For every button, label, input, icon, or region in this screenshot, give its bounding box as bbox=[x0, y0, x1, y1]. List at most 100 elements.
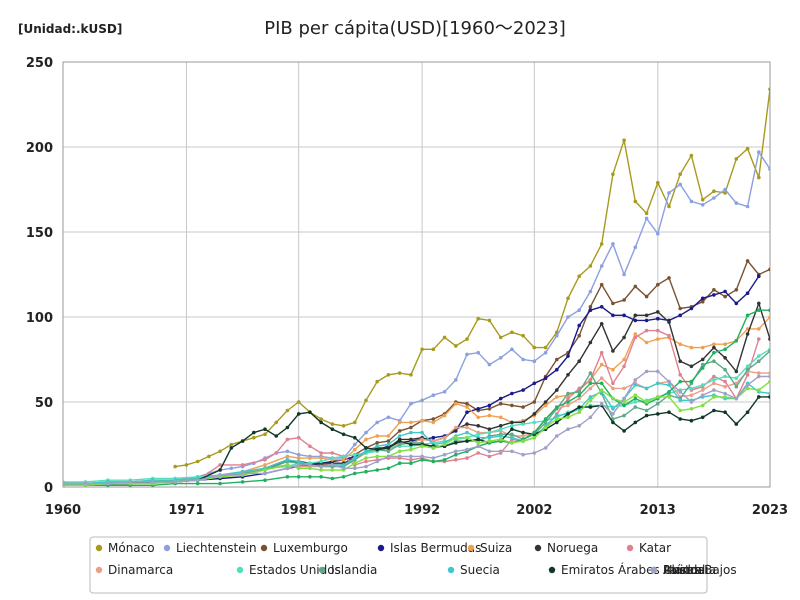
data-point bbox=[689, 400, 694, 404]
data-point bbox=[465, 425, 469, 430]
axes: 0 50 100 150 200 250 1960 1971 1981 1992 2002 2013 2… bbox=[26, 56, 788, 518]
series-Países Bajos bbox=[63, 379, 770, 488]
data-point bbox=[543, 425, 548, 430]
data-point bbox=[476, 407, 481, 411]
data-point bbox=[296, 466, 301, 471]
data-point bbox=[644, 211, 649, 216]
data-point bbox=[757, 175, 761, 180]
data-point bbox=[633, 318, 638, 323]
data-point bbox=[667, 320, 671, 324]
data-point bbox=[656, 328, 660, 333]
data-point bbox=[263, 458, 267, 462]
data-point bbox=[712, 378, 716, 382]
data-point bbox=[611, 242, 615, 246]
data-point bbox=[633, 400, 638, 404]
data-point bbox=[431, 417, 436, 421]
x-tick-label: 2023 bbox=[752, 503, 788, 518]
legend-label: Dinamarca bbox=[108, 563, 173, 577]
data-point bbox=[678, 373, 682, 377]
data-point bbox=[779, 77, 783, 81]
data-point bbox=[454, 425, 458, 430]
data-point bbox=[476, 444, 481, 449]
data-point bbox=[712, 196, 716, 200]
data-point bbox=[532, 400, 537, 404]
series-line bbox=[63, 381, 770, 486]
data-point bbox=[700, 299, 705, 304]
series-Islandia bbox=[63, 349, 770, 486]
data-point bbox=[498, 396, 503, 401]
data-point bbox=[431, 446, 436, 450]
data-point bbox=[510, 330, 514, 335]
data-point bbox=[375, 447, 380, 452]
data-point bbox=[420, 454, 424, 459]
data-point bbox=[353, 420, 357, 425]
data-point bbox=[734, 201, 739, 205]
data-point bbox=[611, 313, 615, 318]
data-point bbox=[633, 396, 638, 401]
data-point bbox=[229, 466, 234, 471]
data-point bbox=[734, 422, 739, 426]
data-point bbox=[397, 449, 402, 454]
legend-label: Islandia bbox=[331, 563, 377, 577]
data-point bbox=[543, 345, 548, 350]
data-point bbox=[330, 451, 335, 455]
data-point bbox=[63, 481, 65, 486]
data-point bbox=[510, 435, 514, 440]
data-point bbox=[510, 403, 514, 408]
grid bbox=[62, 61, 771, 488]
data-point bbox=[397, 429, 402, 433]
data-point bbox=[465, 352, 469, 357]
data-point bbox=[386, 373, 391, 377]
data-point bbox=[364, 437, 368, 442]
legend-marker bbox=[650, 566, 658, 574]
data-point bbox=[768, 315, 770, 319]
data-point bbox=[532, 451, 537, 455]
data-point bbox=[173, 464, 177, 469]
data-point bbox=[566, 391, 570, 396]
data-point bbox=[622, 400, 626, 404]
data-point bbox=[768, 349, 770, 353]
data-point bbox=[353, 435, 357, 440]
data-point bbox=[757, 327, 761, 331]
data-point bbox=[723, 367, 727, 372]
data-point bbox=[240, 439, 245, 443]
data-point bbox=[577, 308, 581, 313]
data-point bbox=[633, 313, 638, 318]
data-point bbox=[274, 451, 279, 455]
data-point bbox=[83, 481, 88, 486]
legend-marker bbox=[467, 544, 475, 552]
series-Suiza bbox=[63, 315, 770, 486]
data-point bbox=[622, 335, 626, 340]
series-line bbox=[63, 370, 770, 485]
data-point bbox=[476, 415, 481, 420]
data-point bbox=[656, 282, 660, 287]
data-point bbox=[532, 359, 537, 364]
data-point bbox=[487, 439, 492, 443]
data-point bbox=[409, 425, 413, 430]
data-point bbox=[521, 422, 525, 426]
data-point bbox=[633, 284, 638, 289]
data-point bbox=[644, 413, 649, 418]
data-point bbox=[656, 180, 660, 185]
data-point bbox=[577, 323, 581, 328]
data-point bbox=[252, 435, 256, 440]
data-point bbox=[465, 401, 469, 406]
data-point bbox=[386, 454, 391, 459]
data-point bbox=[577, 359, 581, 364]
y-tick-label: 50 bbox=[35, 396, 53, 411]
data-point bbox=[723, 191, 727, 195]
data-point bbox=[689, 345, 694, 350]
data-point bbox=[667, 333, 671, 338]
legend-item: Dinamarca bbox=[95, 563, 173, 577]
data-point bbox=[353, 471, 357, 476]
data-point bbox=[768, 167, 770, 171]
data-point bbox=[498, 427, 503, 432]
data-point bbox=[633, 245, 638, 250]
data-point bbox=[409, 454, 413, 459]
series-line bbox=[63, 370, 770, 486]
data-point bbox=[667, 395, 671, 399]
data-point bbox=[184, 463, 189, 467]
data-point bbox=[723, 395, 727, 399]
data-point bbox=[386, 449, 391, 454]
data-point bbox=[588, 395, 593, 399]
